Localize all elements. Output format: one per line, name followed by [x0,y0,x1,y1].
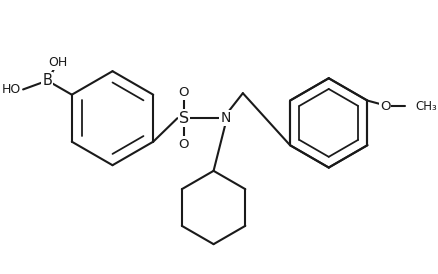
Text: CH₃: CH₃ [416,100,438,113]
Text: O: O [179,138,189,150]
Text: OH: OH [49,56,68,69]
Text: HO: HO [1,83,21,96]
Text: B: B [42,73,52,88]
Text: O: O [380,100,391,113]
Text: O: O [179,86,189,99]
Text: N: N [220,111,230,125]
Text: S: S [179,111,189,126]
